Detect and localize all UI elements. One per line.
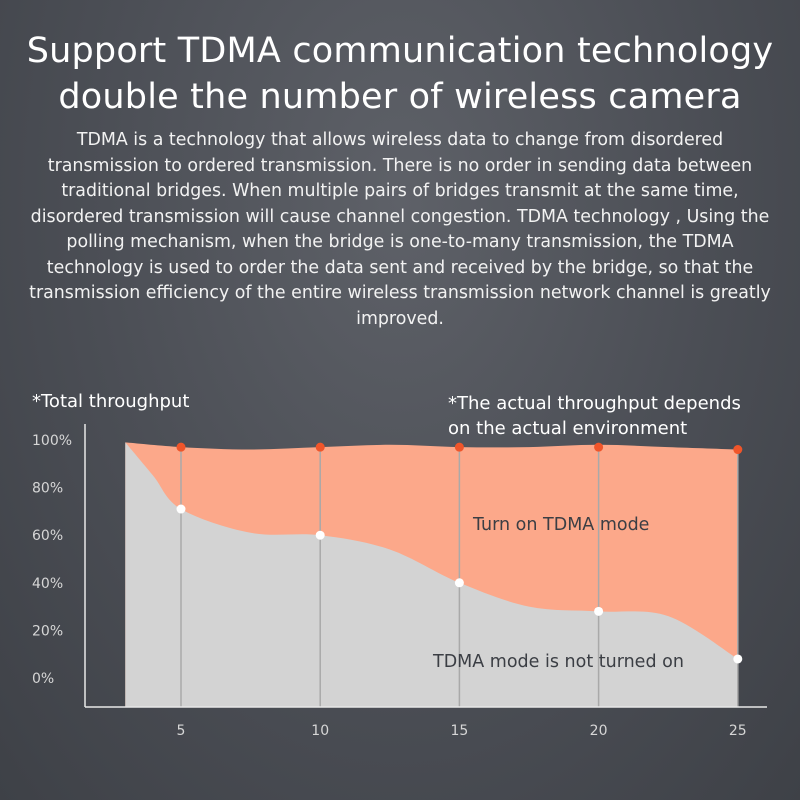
tdma-on-label: Turn on TDMA mode <box>472 515 649 535</box>
chart-axes <box>84 424 767 708</box>
tdma-off-area <box>125 442 738 707</box>
throughput-note-line-2: on the actual environment <box>448 418 688 439</box>
title-line-2: double the number of wireless camera <box>58 77 742 117</box>
tdma-off-label: TDMA mode is not turned on <box>432 652 684 672</box>
tdma-on-point <box>315 442 325 452</box>
chart-fills <box>125 442 738 707</box>
tdma-on-point <box>176 442 186 452</box>
tdma-off-point <box>315 530 325 540</box>
tdma-on-point <box>594 442 604 452</box>
y-tick-label: 80% <box>32 481 63 497</box>
throughput-note-line-1: *The actual throughput depends <box>448 393 741 414</box>
tdma-off-point <box>594 606 604 616</box>
x-tick-label: 10 <box>311 723 329 739</box>
x-tick-label: 20 <box>590 723 608 739</box>
x-tick-label: 25 <box>729 723 747 739</box>
description-paragraph: TDMA is a technology that allows wireles… <box>29 130 771 329</box>
chart-markers <box>176 442 743 664</box>
page-title: Support TDMA communication technology do… <box>0 28 800 120</box>
y-tick-label: 40% <box>32 576 63 592</box>
tdma-on-point <box>733 445 743 455</box>
chart-vertical-lines <box>180 447 739 707</box>
y-tick-label: 60% <box>32 528 63 544</box>
x-tick-label: 15 <box>450 723 468 739</box>
series-labels: Turn on TDMA mode TDMA mode is not turned… <box>432 515 684 672</box>
throughput-note: *The actual throughput depends on the ac… <box>448 391 788 441</box>
tdma-on-point <box>454 442 464 452</box>
total-throughput-label: *Total throughput <box>32 391 190 412</box>
y-axis-ticks: 0% 20% 40% 60% 80% 100% <box>32 433 72 687</box>
x-tick-label: 5 <box>177 723 186 739</box>
y-tick-label: 0% <box>32 671 54 687</box>
y-tick-label: 20% <box>32 623 63 639</box>
x-axis-ticks: 5 10 15 20 25 <box>177 723 747 739</box>
tdma-off-point <box>176 504 186 514</box>
tdma-off-point <box>454 578 464 588</box>
tdma-off-point <box>733 654 743 664</box>
y-tick-label: 100% <box>32 433 72 449</box>
title-line-1: Support TDMA communication technology <box>26 31 774 71</box>
